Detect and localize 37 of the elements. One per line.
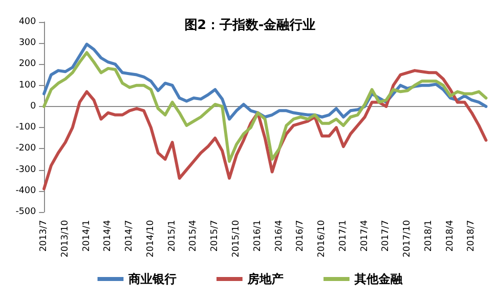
chart-title: 图2：子指数-金融行业 [184,18,316,33]
x-tick-label: 2015/4 [188,220,199,252]
y-tick-label: -500 [16,207,36,217]
x-tick-label: 2014/7 [124,220,135,252]
x-tick-label: 2015/7 [210,220,220,252]
y-tick-label: -100 [16,122,36,133]
line-series [42,69,488,190]
x-tick-label: 2017/7 [381,220,392,252]
line-series [42,51,488,163]
x-tick-label: 2015/10 [231,220,242,258]
x-tick-label: 2014/4 [103,220,114,252]
y-tick-label: -200 [16,144,36,154]
x-tick-label: 2017/10 [402,220,413,258]
x-tick-label: 2018/4 [445,220,456,252]
x-tick-label: 2016/10 [317,220,328,258]
legend-label: 商业银行 [128,272,176,286]
x-tick-label: 2016/7 [296,220,306,252]
x-tick-label: 2015/1 [167,220,178,252]
x-tick-label: 2018/1 [424,220,434,252]
y-tick-label: 100 [18,80,36,90]
y-tick-label: -300 [16,164,36,175]
x-tick-label: 2013/10 [60,220,70,258]
y-tick-label: 300 [18,38,36,48]
y-tick-label: 200 [18,59,36,70]
x-tick-label: 2013/7 [39,220,49,252]
x-tick-label: 2016/4 [274,220,284,252]
y-tick-label: 400 [18,17,36,27]
y-tick-label: -400 [16,186,36,196]
x-tick-label: 2014/1 [82,220,92,252]
x-tick-label: 2017/4 [360,220,370,252]
x-tick-label: 2018/7 [466,220,477,252]
x-tick-label: 2017/1 [338,220,348,252]
y-tick-label: 0 [30,101,36,112]
legend-label: 房地产 [246,272,284,286]
x-tick-label: 2014/10 [146,220,156,258]
x-tick-label: 2016/1 [252,220,263,252]
legend-label: 其他金融 [354,272,404,286]
